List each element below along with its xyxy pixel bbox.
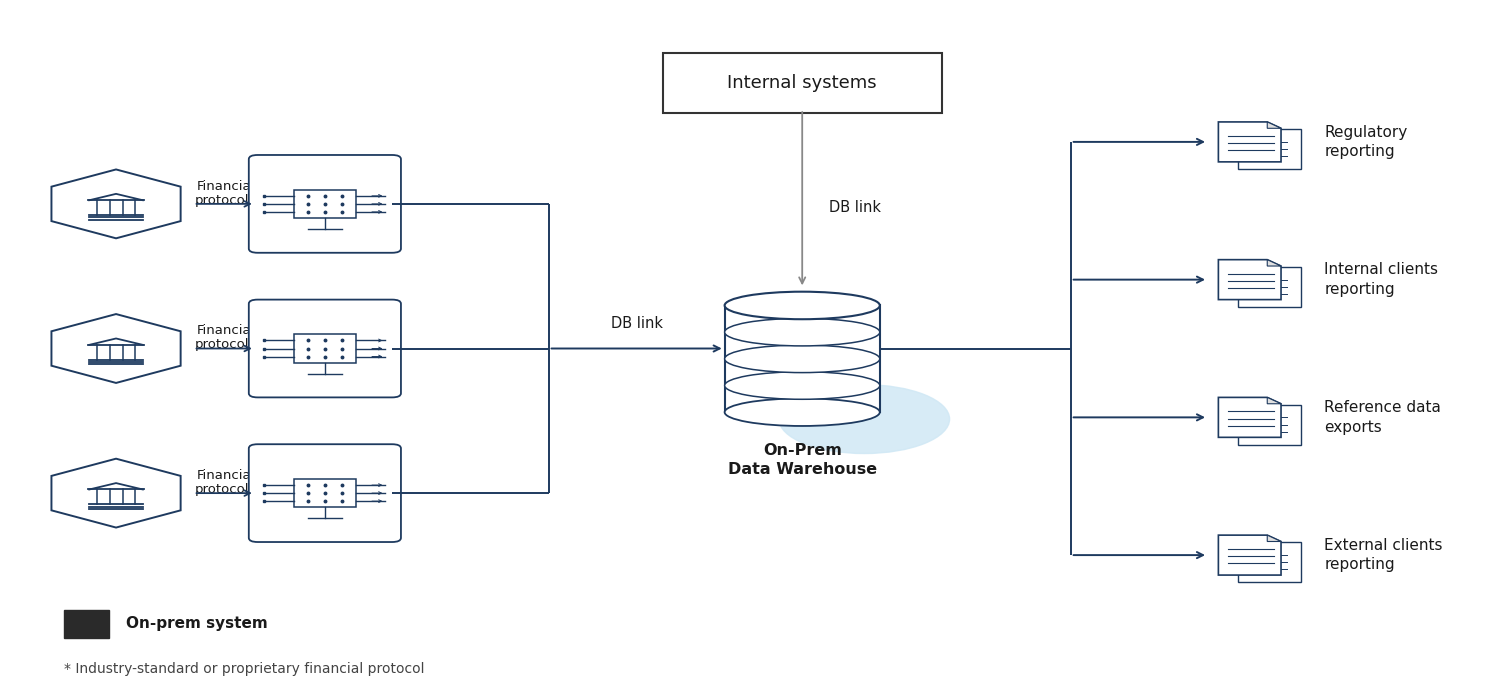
- FancyBboxPatch shape: [249, 155, 400, 253]
- Bar: [294, 334, 356, 363]
- Text: Financial: Financial: [196, 180, 255, 193]
- Text: On-Prem: On-Prem: [764, 443, 842, 458]
- Polygon shape: [1268, 260, 1281, 266]
- Text: Financial: Financial: [196, 325, 255, 337]
- Polygon shape: [1218, 535, 1281, 575]
- Polygon shape: [51, 459, 180, 528]
- Polygon shape: [1268, 397, 1281, 404]
- Ellipse shape: [724, 345, 880, 373]
- FancyBboxPatch shape: [249, 300, 400, 397]
- Bar: [1239, 267, 1300, 307]
- Bar: [1239, 404, 1300, 445]
- FancyBboxPatch shape: [249, 444, 400, 542]
- Polygon shape: [51, 314, 180, 383]
- Polygon shape: [1268, 122, 1281, 128]
- Text: On-prem system: On-prem system: [126, 616, 268, 631]
- Text: Internal clients
reporting: Internal clients reporting: [1324, 262, 1438, 297]
- Text: Reference data
exports: Reference data exports: [1324, 400, 1442, 435]
- Bar: [294, 190, 356, 218]
- Polygon shape: [1218, 260, 1281, 300]
- Text: protocol*: protocol*: [195, 483, 256, 496]
- Text: DB link: DB link: [610, 316, 663, 331]
- Ellipse shape: [724, 319, 880, 346]
- Text: protocol*: protocol*: [195, 194, 256, 206]
- Bar: [724, 305, 880, 412]
- Polygon shape: [1218, 122, 1281, 162]
- Bar: [294, 479, 356, 507]
- Text: External clients
reporting: External clients reporting: [1324, 537, 1443, 572]
- Bar: [1239, 129, 1300, 169]
- Text: DB link: DB link: [830, 200, 880, 215]
- Text: * Industry-standard or proprietary financial protocol: * Industry-standard or proprietary finan…: [64, 661, 424, 675]
- Polygon shape: [1268, 535, 1281, 542]
- Ellipse shape: [778, 385, 950, 454]
- Bar: [1239, 542, 1300, 582]
- Text: Regulatory
reporting: Regulatory reporting: [1324, 125, 1407, 160]
- Ellipse shape: [724, 291, 880, 319]
- Text: Data Warehouse: Data Warehouse: [728, 462, 878, 477]
- Text: Financial: Financial: [196, 469, 255, 482]
- Polygon shape: [51, 169, 180, 238]
- Bar: [64, 610, 108, 638]
- Text: protocol*: protocol*: [195, 338, 256, 351]
- Text: Internal systems: Internal systems: [728, 75, 878, 93]
- FancyBboxPatch shape: [663, 54, 942, 114]
- Ellipse shape: [724, 399, 880, 426]
- Polygon shape: [1218, 397, 1281, 437]
- Ellipse shape: [724, 372, 880, 399]
